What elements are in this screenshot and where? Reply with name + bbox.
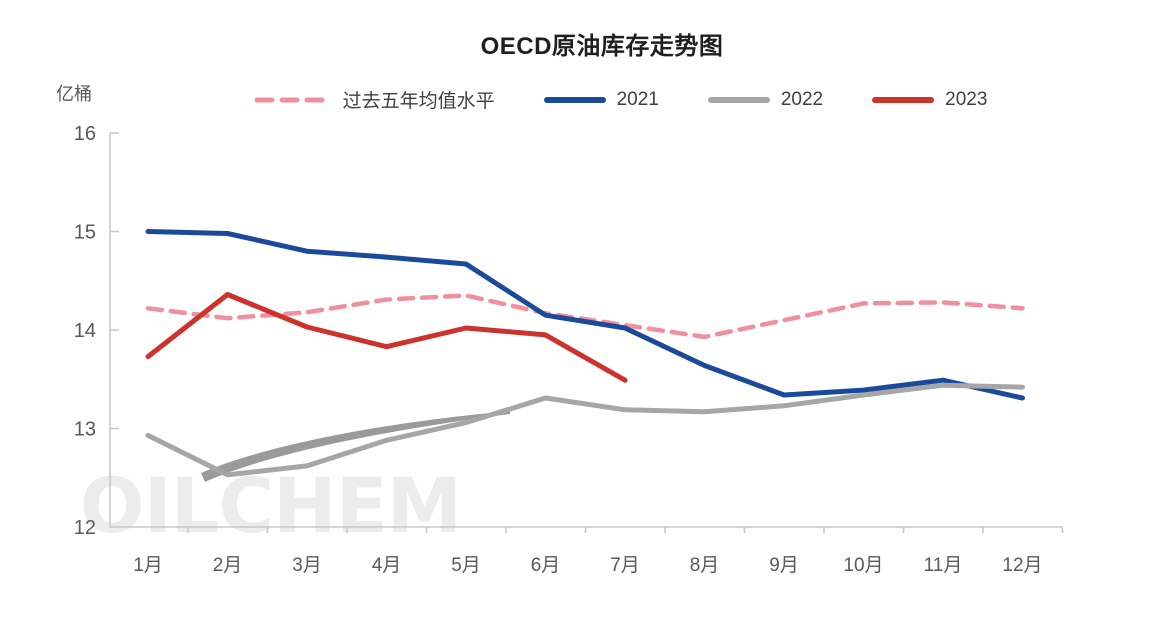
chart-title: OECD原油库存走势图: [480, 33, 724, 60]
legend-label: 2022: [780, 88, 824, 110]
series-line-y2022: [145, 382, 1025, 478]
x-tick-label: 6月: [531, 555, 561, 576]
x-tick-label: 11月: [924, 555, 963, 576]
legend-label: 过去五年均值水平: [342, 91, 495, 112]
series-line-y2021: [145, 229, 1025, 401]
y-tick-label: 15: [74, 222, 96, 244]
x-tick-label: 10月: [843, 555, 883, 576]
legend-item-y2023: 2023: [871, 89, 987, 111]
legend-label: 2023: [945, 88, 988, 110]
legend-label: 2021: [616, 88, 659, 110]
y-axis-unit-label: 亿桶: [56, 84, 92, 104]
legend-item-y2021: 2021: [543, 89, 659, 111]
x-tick-label: 9月: [769, 555, 799, 576]
y-tick-label: 16: [74, 123, 96, 145]
legend-item-five-year-avg: 过去五年均值水平: [253, 86, 495, 113]
legend-line-sample-y2021: [543, 96, 606, 103]
y-tick-label: 12: [74, 517, 96, 539]
legend-line-sample-y2022: [707, 96, 770, 103]
x-tick-label: 8月: [690, 555, 720, 576]
y-tick-label: 13: [74, 419, 96, 441]
x-tick-label: 3月: [292, 555, 322, 576]
x-tick-label: 1月: [133, 555, 163, 576]
x-tick-label: 2月: [213, 555, 243, 576]
x-tick-label: 4月: [372, 555, 402, 576]
axis-lines: [109, 133, 1063, 528]
series-line-y2023: [145, 292, 628, 383]
x-tick-label: 12月: [1002, 555, 1042, 576]
legend-item-y2022: 2022: [707, 89, 823, 111]
legend: 过去五年均值水平 2021 2022 2023: [40, 86, 1160, 113]
x-tick-label: 5月: [451, 555, 481, 576]
legend-line-sample-five-year-avg: [254, 97, 332, 102]
y-tick-label: 14: [74, 320, 96, 342]
x-tick-label: 7月: [610, 555, 640, 576]
legend-line-sample-y2023: [872, 96, 935, 103]
